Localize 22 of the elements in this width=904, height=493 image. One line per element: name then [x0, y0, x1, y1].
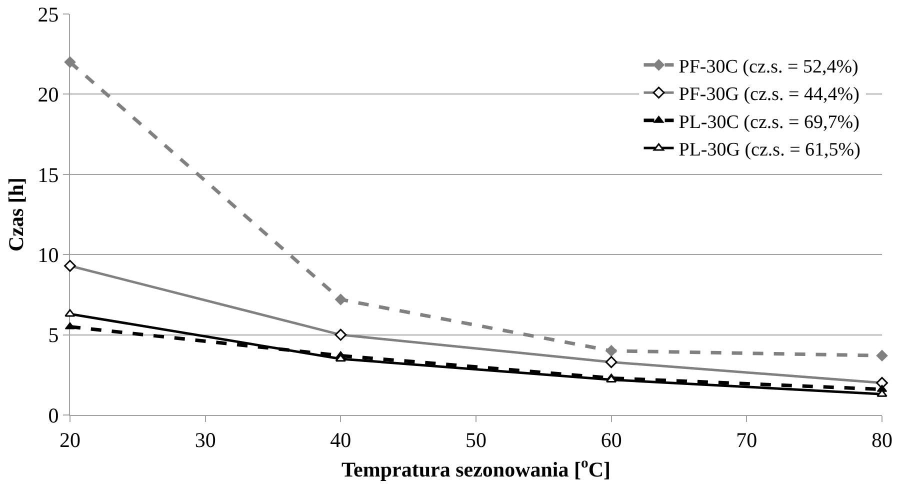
y-axis-title: Czas [h]	[4, 177, 28, 252]
y-tick-label: 0	[48, 403, 59, 428]
x-tick-label: 30	[194, 428, 216, 452]
legend-label: PF-30G (cz.s. = 44,4%)	[678, 84, 860, 106]
legend-label: PL-30C (cz.s. = 69,7%)	[678, 112, 860, 133]
y-tick-label: 5	[48, 323, 59, 348]
y-tick-label: 15	[38, 162, 59, 187]
x-tick-label: 60	[600, 428, 622, 452]
x-tick-label: 40	[330, 428, 352, 452]
x-tick-label: 70	[736, 428, 758, 452]
point	[334, 294, 346, 306]
point	[64, 56, 76, 68]
point	[876, 350, 888, 362]
y-tick-label: 20	[38, 82, 59, 107]
point	[606, 345, 618, 357]
y-tick-label: 25	[38, 2, 59, 26]
legend-label: PL-30G (cz.s. = 61,5%)	[678, 139, 860, 160]
y-tick-label: 10	[38, 242, 59, 267]
x-tick-label: 80	[872, 428, 892, 452]
x-axis-title: Tempratura sezonowania [$^{o}$C]	[341, 456, 611, 482]
x-tick-label: 50	[466, 428, 486, 452]
legend-label: PF-30C (cz.s. = 52,4%)	[678, 56, 858, 78]
